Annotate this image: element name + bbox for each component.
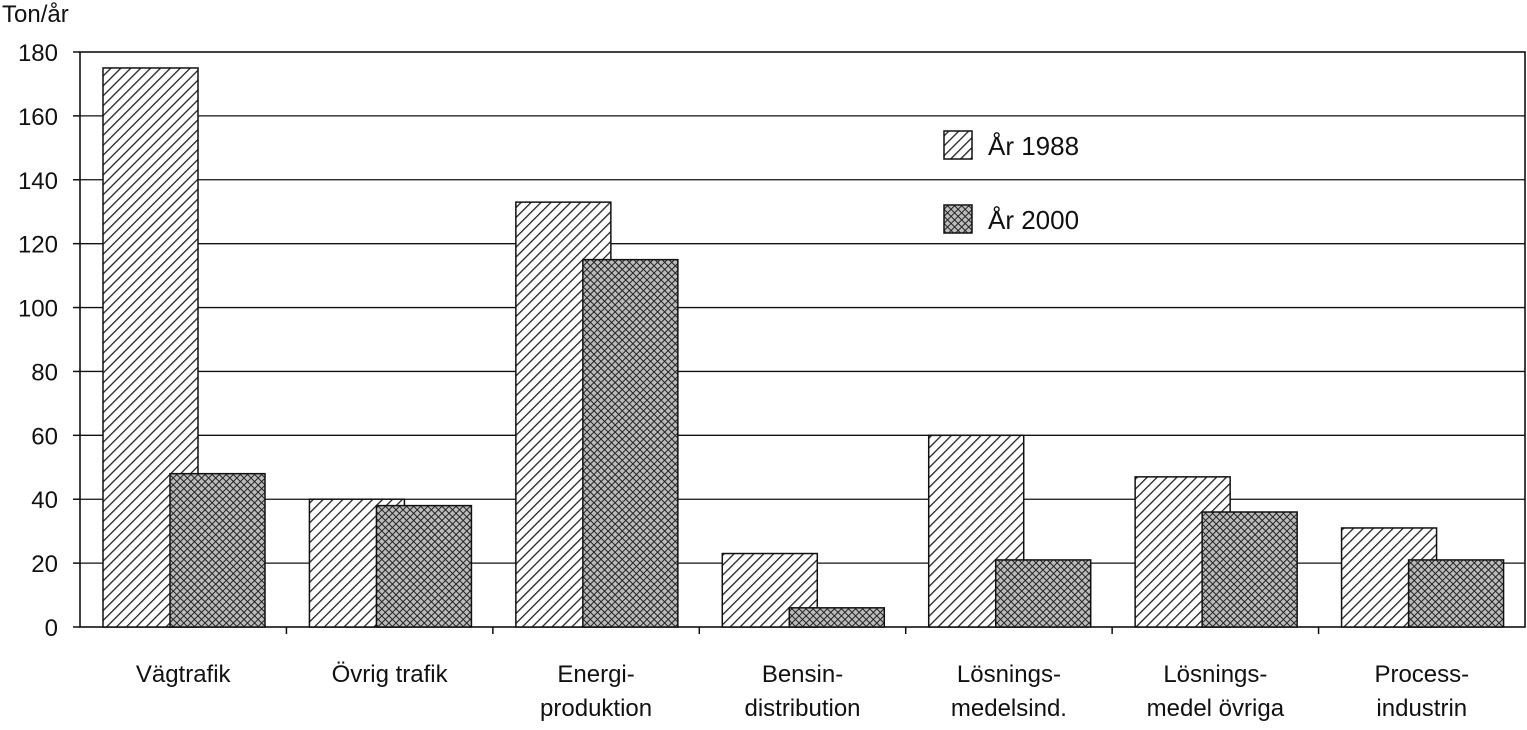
y-tick-label: 80 [31, 359, 58, 386]
plot-frame [79, 51, 1526, 628]
x-tick-label: Process- [1374, 661, 1469, 688]
legend-label: År 2000 [988, 205, 1079, 235]
y-tick-label: 60 [31, 423, 58, 450]
x-tick-label: Vägtrafik [136, 661, 232, 688]
legend-swatch [943, 204, 973, 234]
y-tick-label: 160 [18, 104, 58, 131]
y-tick-label: 100 [18, 296, 58, 323]
bar-2000 [1407, 559, 1505, 628]
x-tick-label: Energi- [557, 661, 634, 688]
x-tick-label: Lösnings- [957, 661, 1061, 688]
bar-2000 [375, 504, 473, 628]
y-tick-label: 20 [31, 551, 58, 578]
x-tick-label: produktion [540, 695, 652, 722]
bar-2000 [169, 472, 266, 628]
x-tick-label: Övrig trafik [332, 661, 449, 688]
legend-label: År 1988 [988, 131, 1079, 161]
x-tick-label: industrin [1376, 695, 1467, 722]
y-tick-label: 0 [45, 615, 58, 642]
bar-2000 [582, 258, 679, 628]
y-tick-label: 180 [18, 40, 58, 67]
x-tick-label: medelsind. [951, 695, 1067, 722]
x-tick-label: distribution [744, 695, 860, 722]
y-tick-label: 40 [31, 487, 58, 514]
y-axis-label: Ton/år [2, 1, 69, 28]
bar-2000 [788, 607, 886, 628]
x-tick-label: Lösnings- [1163, 661, 1267, 688]
legend-swatch [943, 130, 973, 160]
y-tick-label: 120 [18, 232, 58, 259]
y-tick-label: 140 [18, 168, 58, 195]
x-tick-label: medel övriga [1147, 695, 1285, 722]
bar-2000 [994, 559, 1092, 628]
bar-2000 [1201, 511, 1298, 628]
x-tick-label: Bensin- [762, 661, 843, 688]
